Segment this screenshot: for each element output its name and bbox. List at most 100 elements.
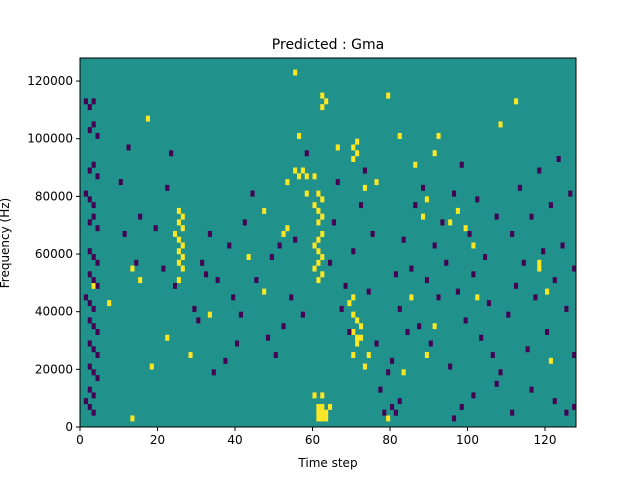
heatmap-cell <box>393 271 398 278</box>
heatmap-cell <box>293 167 298 174</box>
heatmap-cell <box>91 305 96 312</box>
heatmap-cell <box>370 230 375 237</box>
y-tick-label: 40000 <box>35 305 73 319</box>
heatmap-cell <box>130 265 135 272</box>
heatmap-cell <box>91 121 96 128</box>
heatmap-cell <box>351 144 356 151</box>
heatmap-cell <box>169 150 174 157</box>
heatmap-cell <box>122 230 127 237</box>
heatmap-cell <box>91 392 96 399</box>
heatmap-cell <box>207 230 212 237</box>
heatmap-cell <box>378 386 383 393</box>
heatmap-cell <box>541 248 546 255</box>
x-tick-label: 120 <box>534 433 557 447</box>
heatmap-cell <box>316 207 321 214</box>
heatmap-cell <box>83 190 88 197</box>
heatmap-cell <box>91 282 96 289</box>
heatmap-cell <box>552 277 557 284</box>
heatmap-cell <box>347 328 352 335</box>
heatmap-cell <box>285 225 290 232</box>
heatmap-cell <box>316 236 321 243</box>
heatmap-cell <box>366 352 371 359</box>
heatmap-cell <box>300 311 305 318</box>
heatmap-cell <box>304 173 309 180</box>
heatmap-cell <box>331 219 336 226</box>
heatmap-cell <box>374 340 379 347</box>
heatmap-cell <box>355 317 360 324</box>
heatmap-cell <box>180 213 185 220</box>
heatmap-cell <box>432 150 437 157</box>
heatmap-cell <box>180 225 185 232</box>
heatmap-cell <box>436 132 441 139</box>
heatmap-background <box>80 58 576 427</box>
y-axis-label: Frequency (Hz) <box>0 198 12 289</box>
heatmap-cell <box>91 98 96 105</box>
heatmap-cell <box>176 219 181 226</box>
heatmap-cell <box>83 98 88 105</box>
heatmap-cell <box>382 409 387 416</box>
heatmap-cell <box>572 352 577 359</box>
heatmap-cell <box>351 248 356 255</box>
heatmap-cell <box>355 138 360 145</box>
x-tick-label: 60 <box>305 433 320 447</box>
heatmap-cell <box>390 357 395 364</box>
x-tick-label: 0 <box>76 433 84 447</box>
heatmap-cell <box>452 415 457 422</box>
heatmap-cell <box>351 328 356 335</box>
heatmap-cell <box>424 277 429 284</box>
heatmap-cell <box>351 311 356 318</box>
heatmap-cell <box>335 144 340 151</box>
heatmap-cell <box>304 190 309 197</box>
heatmap-cell <box>95 132 100 139</box>
heatmap-cell <box>165 184 170 191</box>
heatmap-cell <box>91 346 96 353</box>
heatmap-cell <box>176 259 181 266</box>
heatmap-cell <box>320 403 325 410</box>
y-axis: 0 20000 40000 60000 80000 100000 120000 <box>27 74 80 434</box>
heatmap-cell <box>413 161 418 168</box>
heatmap-cell <box>328 259 333 266</box>
heatmap-cell <box>145 115 150 122</box>
heatmap-cell <box>180 265 185 272</box>
heatmap-cell <box>231 294 236 301</box>
heatmap-cell <box>297 173 302 180</box>
heatmap-cell <box>432 242 437 249</box>
heatmap-cell <box>560 242 565 249</box>
heatmap-cell <box>316 403 321 410</box>
plot-area <box>79 57 577 428</box>
plot-frame <box>79 57 577 428</box>
heatmap-cell <box>490 352 495 359</box>
heatmap-cell <box>572 403 577 410</box>
heatmap-cell <box>475 196 480 203</box>
heatmap-cell <box>87 300 92 307</box>
heatmap-cell <box>537 259 542 266</box>
heatmap-cell <box>316 190 321 197</box>
heatmap-cell <box>479 334 484 341</box>
heatmap-cell <box>87 219 92 226</box>
heatmap-cell <box>347 300 352 307</box>
heatmap-cell <box>362 363 367 370</box>
heatmap-cell <box>281 323 286 330</box>
heatmap-cell <box>87 317 92 324</box>
heatmap-cell <box>95 259 100 266</box>
heatmap-cell <box>91 369 96 376</box>
heatmap-cell <box>242 219 247 226</box>
heatmap-cell <box>87 104 92 111</box>
heatmap-cell <box>95 328 100 335</box>
heatmap-cell <box>211 369 216 376</box>
heatmap-cell <box>196 317 201 324</box>
heatmap-cell <box>87 196 92 203</box>
heatmap-cell <box>514 98 519 105</box>
heatmap-cell <box>316 409 321 416</box>
heatmap-cell <box>359 323 364 330</box>
heatmap-cell <box>459 161 464 168</box>
heatmap-cell <box>362 167 367 174</box>
heatmap-cell <box>235 340 240 347</box>
heatmap-cell <box>165 334 170 341</box>
heatmap-cell <box>130 415 135 422</box>
heatmap-cell <box>83 294 88 301</box>
x-axis-label: Time step <box>297 456 357 470</box>
heatmap-cell <box>459 403 464 410</box>
heatmap-cell <box>95 282 100 289</box>
